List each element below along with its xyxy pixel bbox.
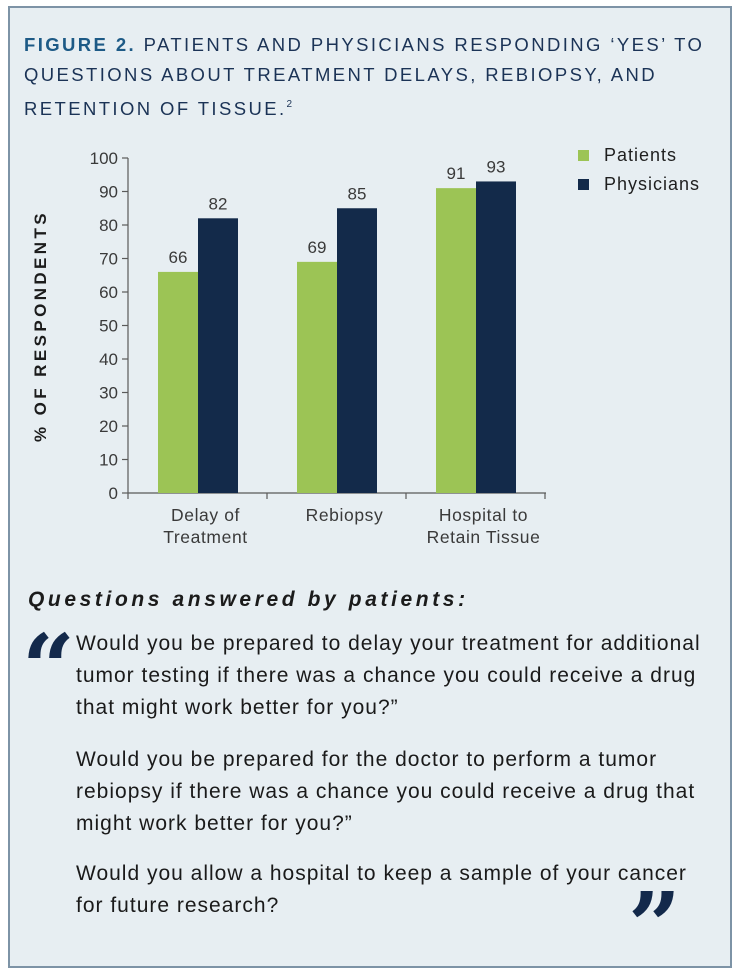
bar-physicians-1	[198, 218, 238, 494]
bar-physicians-2	[337, 208, 377, 493]
x-category-label: Rebiopsy	[306, 505, 384, 525]
bar-patients-3	[436, 188, 476, 493]
data-label: 93	[487, 157, 506, 176]
data-label: 82	[209, 194, 228, 213]
legend-label-physicians: Physicians	[604, 174, 700, 194]
open-quote-icon: “	[22, 614, 75, 722]
question-rebiopsy: Would you be prepared for the doctor to …	[76, 748, 696, 835]
y-tick-label: 60	[99, 283, 118, 302]
bar-patients-1	[158, 271, 198, 493]
y-tick-label: 10	[99, 451, 118, 470]
legend-swatch-physicians	[578, 179, 589, 190]
legend-label-patients: Patients	[604, 145, 677, 165]
bar-chart: 0 10 20 30 40 50 60 70 80 90 100 66 82 Delay of Treatm…	[31, 145, 700, 547]
y-tick-label: 40	[99, 350, 118, 369]
y-tick-label: 80	[99, 216, 118, 235]
y-tick-label: 0	[109, 484, 118, 503]
y-tick-label: 20	[99, 417, 118, 436]
y-tick-label: 30	[99, 384, 118, 403]
bar-physicians-3	[476, 181, 516, 493]
figure-title-text: PATIENTS AND PHYSICIANS RESPONDING ‘YES’…	[24, 34, 705, 119]
data-label: 91	[447, 164, 466, 183]
section-heading: Questions answered by patients:	[28, 588, 469, 611]
figure-number: FIGURE 2.	[24, 34, 137, 55]
data-label: 85	[348, 184, 367, 203]
bar-patients-2	[297, 261, 337, 493]
x-category-label: Delay of Treatment	[163, 505, 248, 547]
data-label: 66	[169, 248, 188, 267]
data-label: 69	[308, 238, 327, 257]
legend-swatch-patients	[578, 150, 589, 161]
x-category-label: Hospital to Retain Tissue	[427, 505, 541, 547]
y-tick-label: 100	[90, 149, 118, 168]
figure-title: FIGURE 2. PATIENTS AND PHYSICIANS RESPON…	[24, 30, 724, 124]
y-tick-label: 90	[99, 183, 118, 202]
close-quote-icon: ”	[628, 872, 681, 980]
y-axis-title: % OF RESPONDENTS	[31, 210, 50, 442]
question-delay-treatment: Would you be prepared to delay your trea…	[76, 632, 701, 719]
question-retain-tissue: Would you allow a hospital to keep a sam…	[76, 862, 687, 917]
y-tick-label: 70	[99, 250, 118, 269]
figure-reference: 2	[286, 99, 293, 110]
y-tick-label: 50	[99, 317, 118, 336]
